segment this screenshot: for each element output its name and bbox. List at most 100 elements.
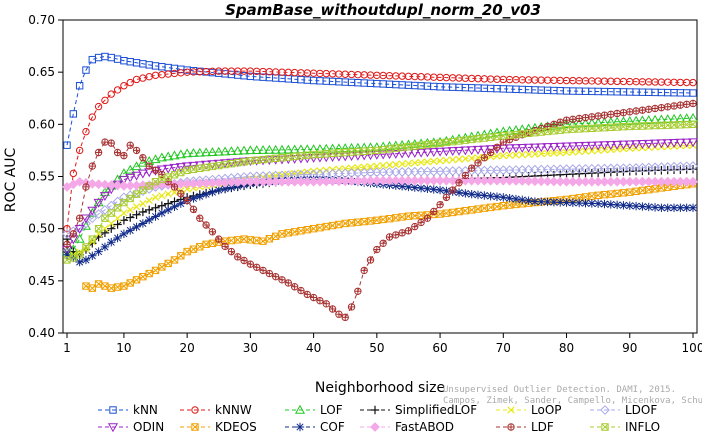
data-point-cof: [537, 197, 546, 206]
data-point-cof: [454, 188, 464, 197]
data-point-simplifiedlof: [119, 216, 129, 225]
data-point-ldf: [284, 279, 293, 287]
data-point-inflo: [518, 130, 526, 138]
data-point-inflo: [75, 251, 84, 259]
data-point-ldf: [227, 248, 236, 256]
data-point-fastabod: [384, 175, 395, 186]
data-point-knnw: [120, 82, 128, 90]
data-point-loop: [493, 152, 501, 160]
series-fastabod: [62, 175, 698, 192]
data-point-loop: [398, 160, 406, 168]
data-point-knnw: [107, 90, 115, 98]
data-point-inflo: [151, 178, 160, 186]
data-point-loop: [588, 147, 596, 155]
data-point-cof: [669, 203, 679, 212]
data-point-inflo: [493, 132, 501, 141]
data-point-knnw: [126, 78, 134, 87]
data-point-odin: [80, 214, 92, 224]
data-point-lof: [251, 145, 262, 155]
data-point-cof: [75, 257, 84, 267]
data-point-inflo: [461, 136, 470, 144]
data-point-inflo: [189, 165, 198, 174]
data-point-odin: [599, 141, 610, 151]
data-point-kdeos: [145, 269, 153, 278]
data-point-lof: [150, 154, 161, 164]
data-point-cof: [612, 200, 622, 210]
data-point-inflo: [411, 142, 419, 150]
data-point-kdeos: [328, 221, 337, 230]
data-point-fastabod: [637, 176, 648, 187]
data-point-lof: [74, 233, 85, 243]
data-point-knnw: [113, 86, 122, 94]
data-point-ldf: [664, 103, 672, 111]
data-point-ldf: [322, 300, 330, 308]
x-tick-label: 50: [369, 341, 384, 355]
data-point-odin: [137, 169, 148, 179]
data-point-ldf: [480, 154, 489, 162]
data-point-cof: [404, 182, 413, 192]
series-odin: [61, 138, 699, 255]
data-point-fastabod: [270, 176, 281, 187]
data-point-inflo: [455, 137, 463, 145]
data-point-loop: [76, 248, 84, 256]
plot-frame: [62, 19, 698, 334]
data-point-fastabod: [466, 175, 477, 186]
data-point-loop: [449, 156, 457, 164]
data-point-ldf: [430, 207, 438, 216]
data-point-lof: [220, 146, 231, 156]
data-point-lof: [175, 149, 186, 159]
data-point-cof: [518, 195, 527, 205]
data-point-loop: [430, 157, 438, 165]
data-point-cof: [195, 192, 204, 201]
data-point-lof: [238, 145, 250, 155]
y-tick-label: 0.45: [28, 274, 55, 288]
data-point-cof: [631, 201, 641, 211]
data-point-lof: [226, 146, 237, 156]
data-point-fastabod: [479, 175, 490, 186]
data-point-kdeos: [297, 227, 305, 235]
series-line-loop: [67, 144, 694, 256]
data-point-odin: [156, 165, 167, 175]
data-point-ldf: [392, 231, 400, 239]
data-point-lof: [156, 152, 167, 162]
data-point-simplifiedlof: [126, 213, 135, 222]
data-point-knnw: [94, 102, 103, 111]
data-point-ldf: [278, 276, 286, 284]
data-point-lof: [574, 118, 585, 128]
data-point-simplifiedlof: [113, 220, 122, 229]
data-point-kdeos: [512, 200, 520, 209]
data-point-odin: [504, 144, 515, 154]
data-point-knn: [689, 89, 697, 97]
data-point-inflo: [499, 132, 508, 140]
data-point-fastabod: [264, 176, 275, 187]
data-point-fastabod: [112, 180, 123, 191]
data-point-simplifiedlof: [132, 210, 141, 219]
data-point-ldf: [569, 115, 577, 123]
data-point-fastabod: [631, 176, 641, 187]
y-tick-label: 0.40: [28, 326, 55, 340]
data-point-lof: [612, 116, 623, 126]
data-point-knn: [75, 82, 84, 90]
data-point-loop: [537, 150, 545, 158]
x-tick-label: 40: [306, 341, 321, 355]
data-point-odin: [687, 138, 699, 148]
data-point-loop: [543, 149, 552, 158]
data-point-fastabod: [245, 176, 256, 187]
data-point-loop: [524, 150, 533, 159]
data-point-loop: [392, 160, 400, 169]
data-point-ldf: [417, 218, 425, 227]
legend-marker-kdeos: [191, 423, 199, 431]
data-point-lof: [650, 114, 661, 124]
data-point-ldf: [670, 102, 678, 110]
data-point-odin: [74, 224, 85, 234]
legend-label-cof: COF: [320, 420, 345, 434]
data-point-lof: [643, 115, 654, 124]
data-point-odin: [517, 144, 528, 153]
data-point-loop: [284, 170, 292, 178]
data-point-loop: [164, 190, 172, 198]
data-point-kdeos: [82, 282, 90, 290]
data-point-ldof: [93, 209, 104, 219]
data-point-loop: [151, 193, 160, 201]
data-point-ldof: [688, 161, 698, 171]
data-point-loop: [562, 148, 571, 157]
